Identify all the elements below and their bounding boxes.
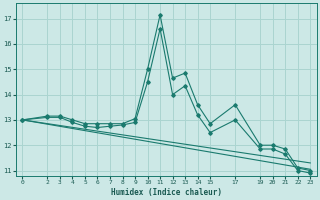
X-axis label: Humidex (Indice chaleur): Humidex (Indice chaleur) [111, 188, 222, 197]
